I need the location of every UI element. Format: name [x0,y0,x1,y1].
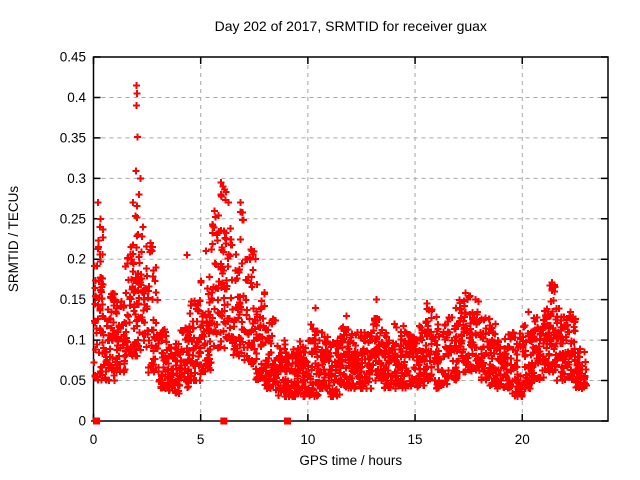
x-tick-label-10: 10 [300,432,315,447]
y-axis-label: SRMTID / TECUs [6,186,21,293]
tick-labels: 0 5 10 15 20 0 0.05 0.1 0.15 0.2 0.25 0.3 0.35 0.4 0.4… [60,50,530,448]
chart-title: Day 202 of 2017, SRMTID for receiver gua… [215,18,487,34]
plot-frame [92,56,609,422]
y-tick-label-0.15: 0.15 [60,292,86,307]
y-tick-label-0.35: 0.35 [60,130,86,145]
x-axis-label: GPS time / hours [299,453,402,468]
y-tick-label-0.2: 0.2 [67,252,86,267]
y-tick-label-0.1: 0.1 [67,333,86,348]
y-tick-label-0: 0 [78,414,86,429]
scatter-points [90,82,590,425]
scatter-series [90,82,590,425]
x-tick-label-20: 20 [515,432,530,447]
y-tick-label-0.3: 0.3 [67,171,86,186]
y-tick-label-0.4: 0.4 [67,90,86,105]
y-tick-label-0.05: 0.05 [60,373,86,388]
y-tick-label-0.25: 0.25 [60,211,86,226]
y-tick-label-0.45: 0.45 [60,50,86,65]
x-tick-label-15: 15 [408,432,423,447]
x-tick-label-0: 0 [90,432,98,447]
x-tick-label-5: 5 [197,432,205,447]
